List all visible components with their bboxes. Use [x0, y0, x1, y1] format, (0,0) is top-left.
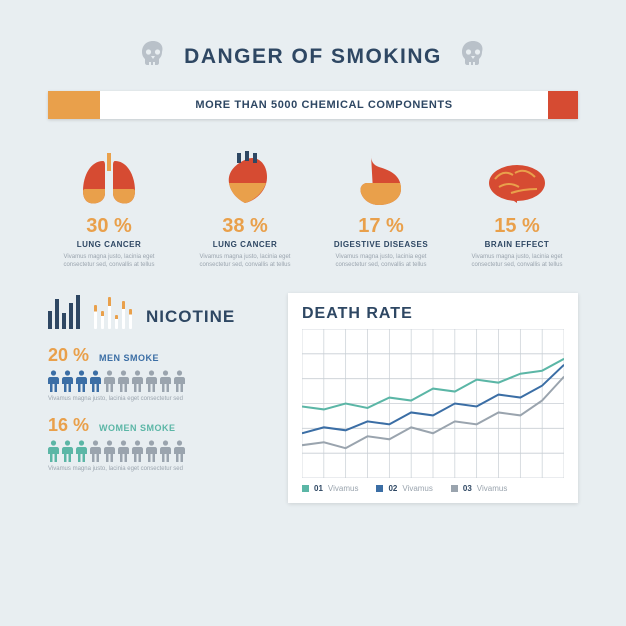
cigarette-tip: [548, 91, 578, 119]
organ-label: LUNG CANCER: [48, 240, 170, 249]
organ-label: LUNG CANCER: [184, 240, 306, 249]
legend-swatch: [302, 485, 309, 492]
organ-icon: [48, 145, 170, 207]
nic-small-cig-icon: [115, 315, 118, 329]
cigarette-body: MORE THAN 5000 CHEMICAL COMPONENTS: [100, 91, 548, 119]
nicotine-title: NICOTINE: [146, 307, 235, 327]
skull-icon-right: [460, 40, 486, 73]
organ-icon: [456, 145, 578, 207]
person-icon: [76, 370, 87, 392]
legend-swatch: [451, 485, 458, 492]
nic-small-cig-icon: [129, 309, 132, 329]
organ-desc: Vivamus magna justo, lacinia eget consec…: [320, 253, 442, 269]
women-pct: 16 %: [48, 415, 89, 436]
legend-item: 01 Vivamus: [302, 484, 358, 493]
organ-desc: Vivamus magna justo, lacinia eget consec…: [456, 253, 578, 269]
organ-card: 15 % BRAIN EFFECT Vivamus magna justo, l…: [456, 145, 578, 269]
men-people-row: [48, 370, 268, 392]
legend-item: 02 Vivamus: [376, 484, 432, 493]
person-icon: [104, 370, 115, 392]
person-icon: [132, 440, 143, 462]
legend-num: 01: [314, 484, 323, 493]
legend-num: 02: [388, 484, 397, 493]
person-icon: [160, 370, 171, 392]
nicotine-header: NICOTINE: [48, 293, 268, 329]
page-title: DANGER OF SMOKING: [184, 45, 442, 69]
organ-card: 38 % LUNG CANCER Vivamus magna justo, la…: [184, 145, 306, 269]
legend-label: Vivamus: [477, 484, 508, 493]
women-label: WOMEN SMOKE: [99, 423, 176, 433]
skull-icon-left: [140, 40, 166, 73]
death-rate-legend: 01 Vivamus 02 Vivamus 03 Vivamus: [302, 484, 564, 493]
title-row: DANGER OF SMOKING: [48, 40, 578, 73]
women-smoke-block: 16 % WOMEN SMOKE Vivamus magna justo, la…: [48, 415, 268, 481]
organ-label: DIGESTIVE DISEASES: [320, 240, 442, 249]
person-icon: [146, 440, 157, 462]
bottom-row: NICOTINE 20 % MEN SMOKE Vivamus magna ju…: [48, 293, 578, 503]
nic-small-cig-icon: [122, 301, 125, 329]
organ-label: BRAIN EFFECT: [456, 240, 578, 249]
organs-row: 30 % LUNG CANCER Vivamus magna justo, la…: [48, 145, 578, 269]
legend-swatch: [376, 485, 383, 492]
death-rate-panel: DEATH RATE 01 Vivamus 02 Vivamus 03 Viva…: [288, 293, 578, 503]
organ-card: 17 % DIGESTIVE DISEASES Vivamus magna ju…: [320, 145, 442, 269]
organ-card: 30 % LUNG CANCER Vivamus magna justo, la…: [48, 145, 170, 269]
death-rate-chart: [302, 329, 564, 478]
organ-desc: Vivamus magna justo, lacinia eget consec…: [48, 253, 170, 269]
cigarette-bar: MORE THAN 5000 CHEMICAL COMPONENTS: [48, 91, 578, 119]
person-icon: [90, 440, 101, 462]
men-pct: 20 %: [48, 345, 89, 366]
person-icon: [62, 370, 73, 392]
legend-label: Vivamus: [402, 484, 433, 493]
person-icon: [132, 370, 143, 392]
person-icon: [48, 370, 59, 392]
nic-bar: [55, 299, 59, 329]
legend-num: 03: [463, 484, 472, 493]
organ-pct: 15 %: [456, 215, 578, 238]
women-desc: Vivamus magna justo, lacinia eget consec…: [48, 465, 268, 473]
nic-bar: [62, 313, 66, 329]
death-rate-title: DEATH RATE: [302, 305, 564, 323]
organ-icon: [184, 145, 306, 207]
men-smoke-block: 20 % MEN SMOKE Vivamus magna justo, laci…: [48, 345, 268, 411]
person-icon: [90, 370, 101, 392]
organ-desc: Vivamus magna justo, lacinia eget consec…: [184, 253, 306, 269]
person-icon: [62, 440, 73, 462]
cigarette-label: MORE THAN 5000 CHEMICAL COMPONENTS: [195, 99, 452, 111]
organ-pct: 30 %: [48, 215, 170, 238]
person-icon: [104, 440, 115, 462]
men-desc: Vivamus magna justo, lacinia eget consec…: [48, 395, 268, 403]
nicotine-panel: NICOTINE 20 % MEN SMOKE Vivamus magna ju…: [48, 293, 268, 503]
nic-small-cig-icon: [108, 297, 111, 329]
nic-bar: [76, 295, 80, 329]
person-icon: [174, 440, 185, 462]
organ-pct: 38 %: [184, 215, 306, 238]
men-label: MEN SMOKE: [99, 353, 159, 363]
person-icon: [174, 370, 185, 392]
organ-pct: 17 %: [320, 215, 442, 238]
nic-small-cig-icon: [94, 305, 97, 329]
women-people-row: [48, 440, 268, 462]
person-icon: [146, 370, 157, 392]
legend-label: Vivamus: [328, 484, 359, 493]
person-icon: [48, 440, 59, 462]
person-icon: [160, 440, 171, 462]
nic-small-cig-icon: [101, 311, 104, 329]
person-icon: [76, 440, 87, 462]
nicotine-cigs-icon: [94, 293, 132, 329]
nicotine-bars-icon: [48, 293, 80, 329]
nic-bar: [48, 311, 52, 329]
person-icon: [118, 370, 129, 392]
person-icon: [118, 440, 129, 462]
infographic-canvas: DANGER OF SMOKING MORE THAN 5000 CHEMICA…: [0, 0, 626, 626]
cigarette-filter: [48, 91, 100, 119]
nic-bar: [69, 303, 73, 329]
organ-icon: [320, 145, 442, 207]
legend-item: 03 Vivamus: [451, 484, 507, 493]
